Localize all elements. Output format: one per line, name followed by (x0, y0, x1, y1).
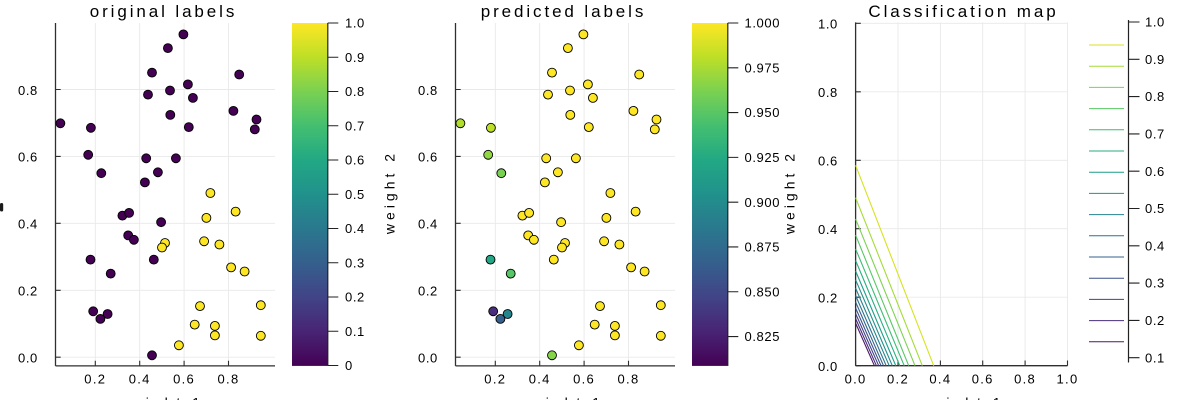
svg-text:0.6: 0.6 (18, 150, 38, 165)
svg-text:0.8: 0.8 (418, 83, 438, 98)
svg-text:0.0: 0.0 (845, 372, 867, 387)
svg-text:0.0: 0.0 (18, 351, 38, 366)
svg-text:0.4: 0.4 (129, 372, 151, 387)
svg-text:0.8: 0.8 (18, 83, 38, 98)
svg-text:0.8: 0.8 (218, 372, 240, 387)
svg-text:0.5: 0.5 (1145, 201, 1165, 216)
svg-text:weight 1: weight 1 (119, 395, 204, 400)
svg-text:0.6: 0.6 (573, 372, 595, 387)
svg-text:0.6: 0.6 (418, 150, 438, 165)
svg-text:0.4: 0.4 (418, 217, 438, 232)
svg-text:0.6: 0.6 (818, 154, 838, 169)
svg-text:0.8: 0.8 (618, 372, 640, 387)
svg-text:0.4: 0.4 (818, 222, 838, 237)
svg-text:0.4: 0.4 (18, 217, 38, 232)
svg-text:0.6: 0.6 (173, 372, 195, 387)
svg-text:0.1: 0.1 (1145, 350, 1165, 365)
svg-text:0.4: 0.4 (1145, 238, 1165, 253)
svg-text:0: 0 (345, 358, 353, 373)
svg-text:0.6: 0.6 (1145, 164, 1165, 179)
svg-text:0.8: 0.8 (345, 84, 365, 99)
svg-text:1.0: 1.0 (1057, 372, 1079, 387)
svg-text:0.2: 0.2 (345, 290, 365, 305)
svg-text:1.0: 1.0 (345, 16, 365, 31)
svg-text:0.2: 0.2 (887, 372, 909, 387)
svg-text:0.0: 0.0 (818, 359, 838, 374)
svg-text:0.975: 0.975 (745, 60, 781, 75)
svg-text:0.2: 0.2 (1145, 313, 1165, 328)
svg-text:0.1: 0.1 (345, 324, 365, 339)
svg-text:0.6: 0.6 (972, 372, 994, 387)
svg-text:0.8: 0.8 (1145, 89, 1165, 104)
svg-text:original labels: original labels (90, 2, 237, 21)
svg-text:0.2: 0.2 (418, 284, 438, 299)
svg-text:weight 2: weight 2 (382, 150, 398, 235)
svg-text:weight 1: weight 1 (919, 395, 1004, 400)
svg-text:0.3: 0.3 (345, 255, 365, 270)
svg-text:0.875: 0.875 (745, 240, 781, 255)
svg-text:0.8: 0.8 (818, 85, 838, 100)
svg-text:1.0: 1.0 (818, 17, 838, 32)
svg-text:0.900: 0.900 (745, 195, 781, 210)
svg-text:0.4: 0.4 (929, 372, 951, 387)
svg-text:0.2: 0.2 (84, 372, 106, 387)
svg-text:0.9: 0.9 (1145, 52, 1165, 67)
svg-text:0.7: 0.7 (1145, 127, 1165, 142)
svg-text:0.925: 0.925 (745, 150, 781, 165)
svg-text:0.5: 0.5 (345, 187, 365, 202)
svg-text:0.2: 0.2 (818, 291, 838, 306)
svg-text:0.950: 0.950 (745, 105, 781, 120)
svg-text:predicted labels: predicted labels (481, 2, 646, 21)
svg-text:0.3: 0.3 (1145, 276, 1165, 291)
svg-text:weight 1: weight 1 (519, 395, 604, 400)
svg-text:Classification map: Classification map (868, 2, 1058, 21)
svg-text:0.2: 0.2 (484, 372, 506, 387)
svg-text:0.4: 0.4 (345, 221, 365, 236)
svg-text:1.000: 1.000 (745, 16, 781, 31)
svg-text:0.7: 0.7 (345, 118, 365, 133)
svg-text:0.6: 0.6 (345, 153, 365, 168)
svg-text:0.850: 0.850 (745, 284, 781, 299)
svg-text:0.8: 0.8 (1014, 372, 1036, 387)
svg-text:weight 2: weight 2 (782, 150, 798, 235)
svg-text:1.0: 1.0 (1145, 15, 1165, 30)
svg-text:0.825: 0.825 (745, 329, 781, 344)
svg-text:0.9: 0.9 (345, 50, 365, 65)
svg-text:0.4: 0.4 (529, 372, 551, 387)
svg-text:0.2: 0.2 (18, 284, 38, 299)
svg-text:0.0: 0.0 (418, 351, 438, 366)
